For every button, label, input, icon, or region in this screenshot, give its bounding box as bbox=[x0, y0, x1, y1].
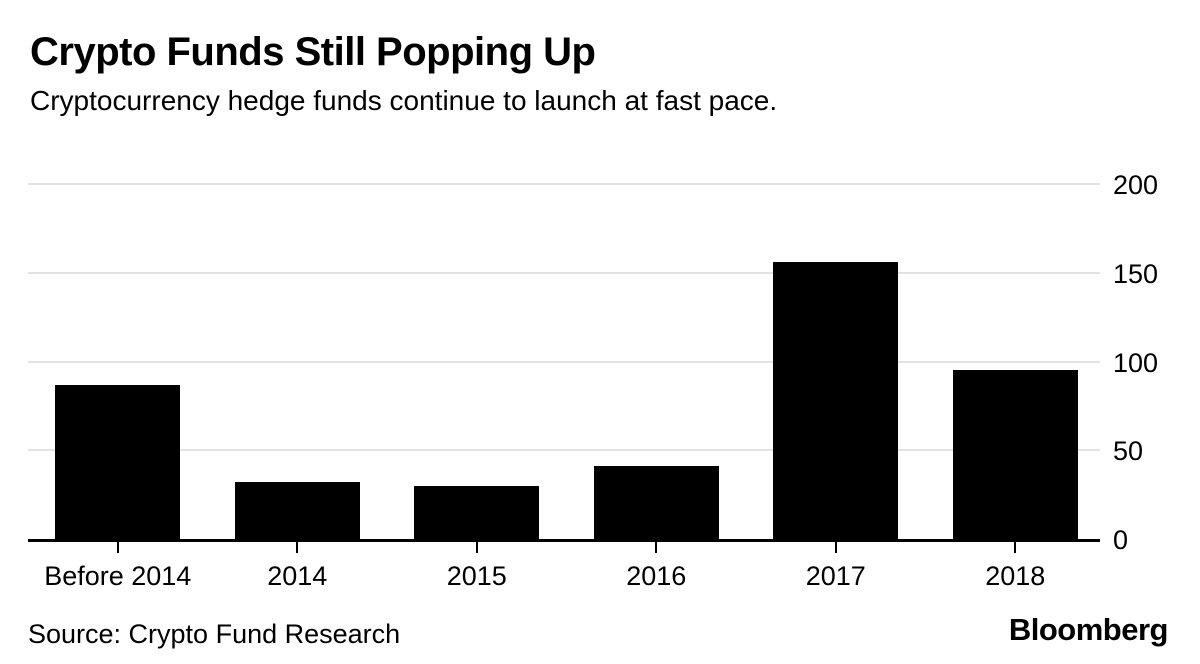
x-tick-label-before-2014: Before 2014 bbox=[44, 561, 192, 591]
x-axis-line bbox=[28, 539, 1100, 542]
y-tick-label-200: 200 bbox=[1113, 170, 1159, 200]
x-tick-before-2014 bbox=[116, 542, 119, 553]
x-tick-2018 bbox=[1014, 542, 1017, 553]
bar-2018 bbox=[952, 370, 1078, 539]
gridline-50 bbox=[28, 449, 1100, 452]
source-credit: Source: Crypto Fund Research bbox=[28, 619, 401, 649]
y-tick-label-150: 150 bbox=[1113, 258, 1159, 289]
gridline-150 bbox=[28, 271, 1100, 274]
bar-2016 bbox=[593, 466, 719, 539]
x-tick-label-2015: 2015 bbox=[446, 561, 507, 591]
x-tick-2017 bbox=[834, 542, 837, 553]
x-tick-2016 bbox=[655, 542, 658, 553]
chart-subtitle: Cryptocurrency hedge funds continue to l… bbox=[30, 85, 778, 116]
x-tick-label-2018: 2018 bbox=[985, 561, 1046, 591]
bar-2015 bbox=[414, 485, 540, 539]
x-tick-label-2014: 2014 bbox=[267, 561, 328, 591]
bloomberg-logo: Bloomberg bbox=[1008, 612, 1169, 647]
x-tick-label-2016: 2016 bbox=[626, 561, 687, 591]
chart-title: Crypto Funds Still Popping Up bbox=[30, 30, 596, 74]
y-tick-label-100: 100 bbox=[1113, 347, 1159, 378]
bar-2017 bbox=[773, 262, 899, 539]
gridline-100 bbox=[28, 360, 1100, 363]
bar-before-2014 bbox=[55, 384, 181, 539]
bar-2014 bbox=[234, 482, 360, 539]
y-tick-label-50: 50 bbox=[1113, 436, 1144, 467]
x-tick-2014 bbox=[296, 542, 299, 553]
x-tick-2015 bbox=[475, 542, 478, 553]
y-tick-label-0: 0 bbox=[1113, 525, 1129, 555]
x-tick-label-2017: 2017 bbox=[805, 561, 866, 591]
gridline-200 bbox=[28, 183, 1100, 185]
